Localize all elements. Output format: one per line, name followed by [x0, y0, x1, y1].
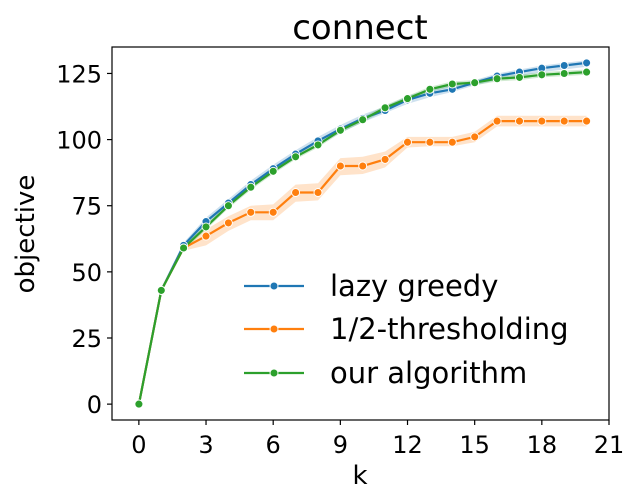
point-1-2-thresholding	[425, 137, 435, 147]
point-our-algorithm	[134, 399, 144, 409]
x-tick-label: 3	[198, 431, 213, 459]
legend-label-1-2-thresholding: 1/2-thresholding	[330, 312, 569, 346]
point-our-algorithm	[179, 243, 189, 253]
point-lazy-greedy	[582, 58, 592, 68]
point-our-algorithm	[358, 115, 368, 125]
x-axis-ticks: 0 3 6 9 12 15 18 21	[131, 420, 624, 459]
point-1-2-thresholding	[582, 116, 592, 126]
x-tick-label: 18	[527, 431, 558, 459]
legend-marker-lazy-greedy	[269, 281, 279, 291]
x-tick-label: 6	[266, 431, 281, 459]
point-1-2-thresholding	[537, 116, 547, 126]
band-1-2-thresholding	[138, 115, 587, 405]
confidence-bands	[138, 60, 587, 405]
legend-marker-1-2-thresholding	[269, 324, 279, 334]
x-axis-label: k	[352, 461, 367, 491]
point-1-2-thresholding	[447, 137, 457, 147]
point-our-algorithm	[425, 84, 435, 94]
point-1-2-thresholding	[313, 188, 323, 197]
series-points	[134, 58, 592, 409]
x-tick-label: 12	[392, 431, 423, 459]
point-1-2-thresholding	[470, 132, 480, 142]
y-axis-label: objective	[11, 175, 41, 294]
y-tick-label: 0	[87, 391, 102, 419]
point-our-algorithm	[447, 79, 457, 89]
point-1-2-thresholding	[380, 154, 390, 164]
point-our-algorithm	[313, 140, 323, 150]
point-1-2-thresholding	[268, 207, 278, 217]
point-our-algorithm	[582, 67, 592, 77]
point-1-2-thresholding	[201, 231, 211, 241]
legend-label-our-algorithm: our algorithm	[330, 356, 527, 390]
y-tick-label: 75	[71, 193, 102, 221]
point-our-algorithm	[268, 166, 278, 176]
point-1-2-thresholding	[515, 116, 524, 126]
point-our-algorithm	[335, 125, 345, 135]
point-our-algorithm	[403, 94, 412, 104]
x-tick-label: 15	[459, 431, 490, 459]
point-our-algorithm	[156, 285, 166, 295]
chart-title: connect	[292, 8, 428, 48]
point-our-algorithm	[380, 103, 390, 113]
point-1-2-thresholding	[492, 116, 502, 126]
legend-marker-our-algorithm	[269, 368, 279, 378]
point-our-algorithm	[537, 70, 547, 80]
legend: lazy greedy 1/2-thresholding our algorithm	[244, 269, 569, 390]
point-1-2-thresholding	[358, 161, 368, 171]
point-our-algorithm	[246, 182, 256, 192]
point-1-2-thresholding	[559, 116, 569, 126]
point-our-algorithm	[470, 78, 480, 88]
point-1-2-thresholding	[223, 218, 233, 228]
point-our-algorithm	[201, 222, 211, 232]
point-our-algorithm	[223, 201, 233, 211]
point-lazy-greedy	[559, 61, 569, 70]
y-tick-label: 100	[56, 127, 102, 155]
legend-label-lazy-greedy: lazy greedy	[330, 269, 498, 303]
y-axis-ticks: 0 25 50 75 100 125	[56, 60, 112, 419]
x-tick-label: 0	[131, 431, 146, 459]
point-our-algorithm	[515, 72, 524, 82]
y-tick-label: 50	[71, 259, 102, 287]
point-1-2-thresholding	[335, 161, 345, 171]
x-tick-label: 21	[594, 431, 625, 459]
y-tick-label: 25	[71, 325, 102, 353]
x-tick-label: 9	[333, 431, 348, 459]
point-our-algorithm	[559, 69, 569, 78]
point-1-2-thresholding	[246, 207, 256, 217]
y-tick-label: 125	[56, 60, 102, 88]
point-1-2-thresholding	[403, 137, 412, 147]
point-1-2-thresholding	[291, 188, 301, 197]
plot-frame	[111, 46, 610, 421]
point-our-algorithm	[291, 152, 301, 162]
point-our-algorithm	[492, 74, 502, 84]
